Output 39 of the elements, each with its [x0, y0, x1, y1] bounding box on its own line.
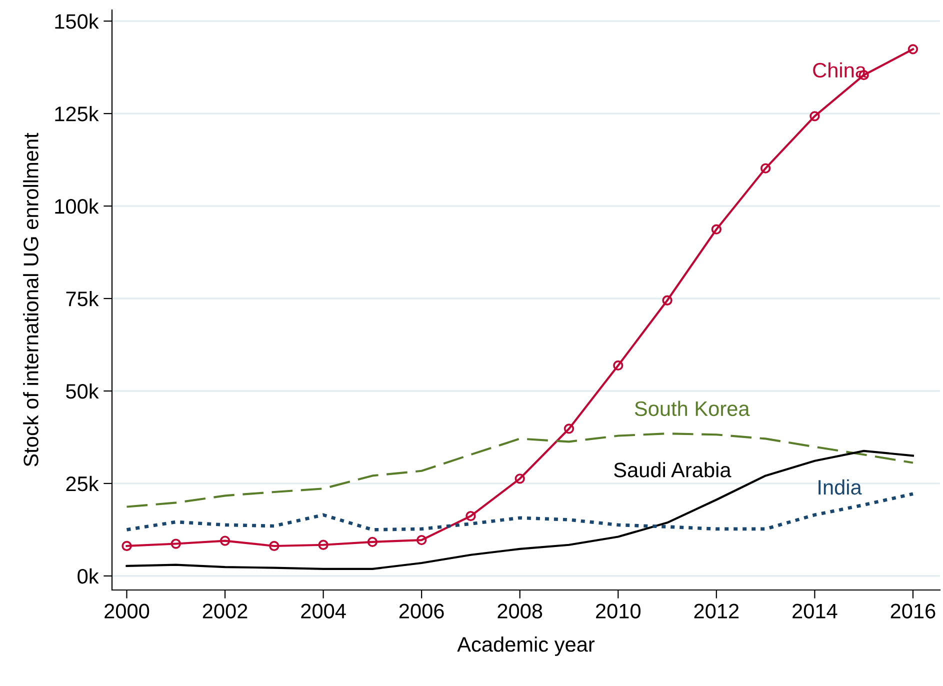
x-tick-label: 2010	[596, 604, 640, 618]
point	[122, 540, 132, 552]
x-tick-label: 2012	[694, 604, 739, 618]
y-tick-label: 150k	[55, 14, 99, 29]
point	[908, 44, 918, 54]
x-tick-label: 2000	[104, 604, 150, 618]
point	[810, 111, 820, 122]
point	[514, 474, 525, 484]
x-tick-label: 2004	[301, 604, 346, 618]
y-tick-label: 125k	[55, 106, 99, 122]
x-axis-title: Academic year	[457, 636, 595, 656]
point	[760, 163, 771, 174]
y-tick-label: 100k	[55, 198, 99, 214]
series-label: South Korea	[634, 400, 750, 416]
x-tick-label: 2006	[399, 604, 444, 618]
y-tick-label: 75k	[66, 290, 99, 306]
x-tick-label: 2016	[890, 604, 936, 618]
y-tick-label: 25k	[66, 476, 99, 492]
y-tick-label: 0k	[78, 568, 99, 584]
point	[367, 536, 378, 547]
x-tick-label: 2002	[202, 604, 248, 618]
point	[269, 540, 280, 552]
point	[466, 510, 476, 522]
line-series	[126, 432, 914, 508]
point	[220, 536, 230, 546]
point	[318, 540, 328, 550]
y-axis-title: Stock of international UG enrollment	[23, 132, 38, 466]
point	[711, 224, 722, 234]
series-label: India	[818, 479, 862, 495]
point	[564, 424, 574, 434]
x-tick-label: 2008	[498, 604, 542, 618]
point	[170, 538, 181, 549]
point	[613, 360, 624, 371]
line-series	[126, 450, 914, 570]
point	[416, 534, 427, 546]
series-label: Saudi Arabia	[614, 462, 732, 478]
point	[662, 295, 672, 306]
y-tick-label: 50k	[66, 383, 99, 399]
x-tick-label: 2014	[792, 604, 838, 618]
